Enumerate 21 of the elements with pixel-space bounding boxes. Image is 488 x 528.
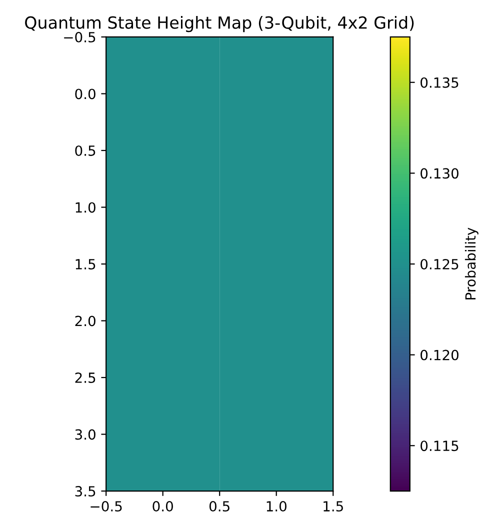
x-tick-label: −0.5: [90, 501, 122, 512]
x-tick-label: 0.0: [152, 501, 173, 512]
x-tick-label: 1.5: [324, 501, 343, 512]
y-tick-label: 0.0: [75, 88, 96, 100]
color-bar-label: 0.120: [420, 350, 458, 360]
color-bar-title: Probability: [464, 228, 478, 300]
x-tick-label: 1.0: [266, 501, 286, 512]
color-bar-label: 0.125: [420, 258, 458, 270]
y-tick-label: −0.5: [64, 32, 96, 42]
color-bar-label: 0.115: [420, 440, 458, 452]
x-tick-label: 0.5: [209, 501, 230, 512]
chart-title: Quantum State Height Map (3-Qubit, 4x2 Grid): [25, 16, 414, 32]
color-bar-label: 0.135: [420, 77, 458, 88]
y-tick-label: 1.0: [76, 202, 96, 213]
y-tick-label: 2.5: [75, 372, 96, 383]
y-tick-label: 2.0: [75, 316, 96, 326]
y-tick-label: 3.0: [75, 429, 96, 440]
color-bar-label: 0.130: [420, 168, 458, 179]
y-tick-label: 3.5: [75, 486, 96, 497]
y-tick-label: 0.5: [75, 145, 96, 156]
y-tick-label: 1.5: [76, 259, 96, 270]
